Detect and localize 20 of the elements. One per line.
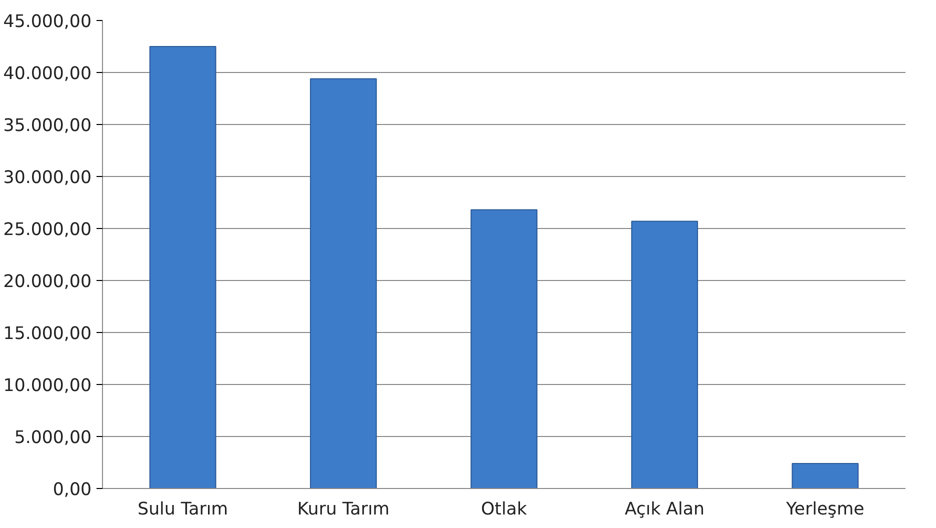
bar [310, 78, 377, 488]
bar [470, 209, 538, 488]
y-tick-label: 45.000,00 [3, 12, 92, 32]
x-tick-label: Otlak [481, 500, 527, 520]
y-tick-label: 35.000,00 [3, 116, 92, 136]
y-tick-label: 20.000,00 [3, 272, 92, 292]
x-tick-label: Kuru Tarım [297, 500, 390, 520]
y-tick-label: 30.000,00 [3, 168, 92, 188]
y-tick-label: 15.000,00 [3, 324, 92, 344]
x-tick-label: Yerleşme [785, 500, 864, 520]
bar [792, 463, 859, 488]
bar [631, 220, 698, 488]
x-tick-label: Sulu Tarım [138, 500, 228, 520]
y-tick-label: 0,00 [52, 480, 92, 500]
y-tick-label: 25.000,00 [3, 220, 92, 240]
bar [149, 46, 216, 488]
y-tick-label: 40.000,00 [3, 64, 92, 84]
x-tick-label: Açık Alan [624, 500, 704, 520]
y-tick-label: 10.000,00 [3, 376, 92, 396]
y-tick-label: 5.000,00 [14, 428, 92, 448]
